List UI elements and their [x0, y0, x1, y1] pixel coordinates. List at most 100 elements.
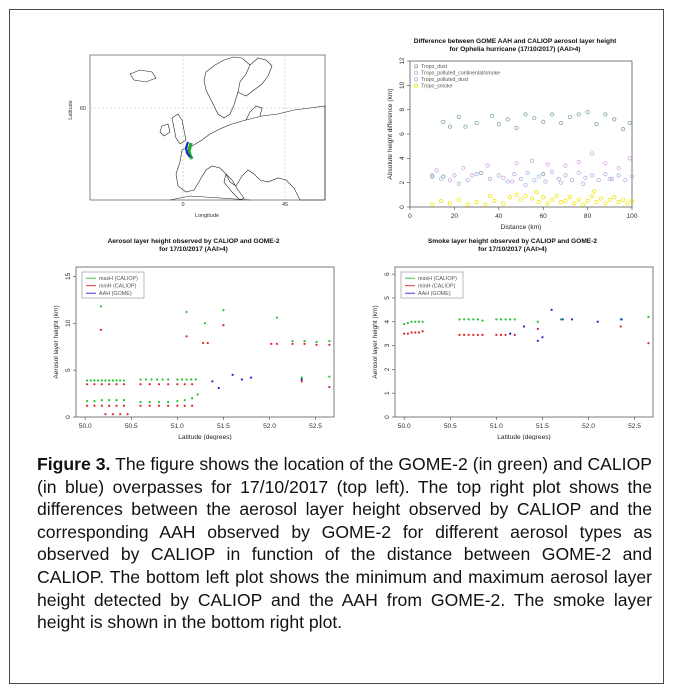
data-point	[456, 114, 461, 120]
data-point	[85, 404, 89, 407]
y-tick-label: 8	[399, 108, 406, 112]
data-point	[240, 378, 243, 381]
data-point	[414, 320, 417, 323]
data-point	[467, 333, 470, 336]
europe-map: Latitude 60 0 45 Longitude	[68, 54, 326, 219]
data-point	[463, 124, 468, 129]
data-point	[467, 318, 470, 321]
data-point	[180, 378, 184, 381]
data-point	[589, 151, 595, 156]
data-point	[576, 159, 581, 165]
data-point	[85, 399, 89, 403]
data-point	[139, 378, 142, 381]
data-point	[603, 161, 608, 166]
data-point	[185, 335, 188, 338]
y-tick-label: 10	[399, 81, 406, 89]
y-tick-label: 0	[399, 205, 406, 209]
data-point	[100, 404, 103, 407]
data-point	[522, 325, 526, 328]
data-point	[496, 173, 501, 178]
data-point	[541, 119, 546, 124]
x-tick-label: 50.0	[79, 423, 92, 430]
data-point	[328, 339, 331, 343]
legend-entry: Tropo_polluted_dust	[421, 77, 469, 83]
data-point	[585, 198, 590, 204]
aerosol-layer-height-chart: Aerosol layer height observed by CALIOP …	[46, 238, 341, 440]
data-point	[487, 176, 493, 182]
y-axis-label: Absolute height difference (km)	[387, 88, 394, 179]
y-tick-label: 15	[65, 272, 72, 280]
data-point	[157, 404, 161, 407]
x-tick-label: 40	[495, 213, 503, 220]
data-point	[576, 170, 581, 176]
chart-plot: 50.0 50.5 51.0 51.5 52.0 52.5 0 1 2 3 4 5 6 Latitude …	[372, 266, 654, 440]
y-axis-label: Aerosol layer height (km)	[53, 305, 60, 378]
y-tick-label: 4	[384, 320, 391, 324]
data-point	[176, 399, 179, 403]
data-point	[144, 378, 148, 381]
x-tick-label: 51.5	[217, 423, 230, 430]
data-point	[495, 318, 498, 321]
data-point	[167, 400, 170, 404]
coastlines	[129, 56, 326, 201]
data-point	[594, 200, 599, 205]
data-point	[167, 383, 170, 386]
x-tick-label: 51.5	[536, 423, 549, 430]
x-tick-label: 60	[540, 213, 548, 220]
data-point	[554, 193, 559, 199]
data-point	[403, 332, 406, 335]
data-point	[115, 383, 118, 386]
data-point	[513, 333, 516, 336]
data-point	[543, 179, 548, 184]
y-tick-label: 2	[384, 367, 391, 371]
data-point	[270, 342, 273, 345]
data-point	[93, 383, 96, 386]
data-point	[108, 404, 111, 407]
data-point	[196, 393, 199, 396]
figure-caption: Figure 3. The figure shows the location …	[37, 453, 652, 634]
data-point	[607, 197, 612, 202]
data-point	[93, 379, 96, 382]
data-point	[476, 333, 480, 336]
data-point	[541, 336, 544, 339]
data-point	[487, 193, 493, 199]
data-point	[126, 413, 129, 416]
data-point	[447, 178, 453, 183]
data-point	[563, 173, 568, 178]
data-point	[627, 120, 632, 126]
overpass-tracks	[184, 141, 194, 160]
data-point	[513, 318, 516, 321]
data-point	[616, 173, 621, 178]
data-point	[217, 386, 220, 390]
data-point	[406, 321, 409, 325]
data-point	[176, 383, 179, 386]
map-panel: Latitude 60 0 45 Longitude	[10, 10, 340, 225]
y-tick-label: 2	[399, 181, 406, 185]
data-point	[585, 109, 590, 115]
data-point	[119, 379, 122, 382]
data-point	[518, 176, 524, 182]
data-point	[291, 339, 294, 343]
data-point	[447, 124, 453, 129]
data-point	[97, 379, 100, 382]
y-tick-label: 1	[384, 391, 391, 395]
data-point	[549, 169, 555, 174]
data-point	[504, 318, 507, 321]
data-point	[465, 202, 470, 207]
data-point	[410, 320, 413, 323]
legend-box	[81, 271, 145, 299]
data-point	[492, 198, 497, 204]
caliop-track	[184, 141, 191, 158]
legend-entry: Tropo_dust	[421, 64, 448, 70]
data-point	[441, 174, 446, 179]
data-point	[115, 404, 118, 407]
data-point	[231, 373, 234, 376]
data-point	[549, 112, 555, 117]
legend-entry: minH (CALIOP)	[99, 284, 137, 290]
data-point	[167, 378, 170, 381]
plot-frame	[75, 266, 335, 418]
data-point	[104, 413, 107, 416]
data-point	[249, 376, 253, 379]
data-point	[612, 195, 617, 200]
data-point	[148, 383, 151, 386]
